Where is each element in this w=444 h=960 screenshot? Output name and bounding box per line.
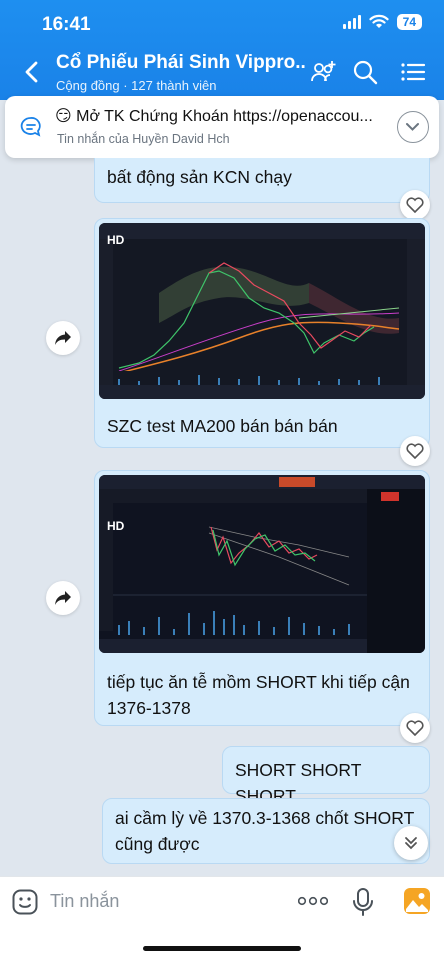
heart-icon (406, 197, 424, 213)
message-text: bất động sản KCN chạy (107, 167, 292, 187)
status-time: 16:41 (42, 14, 91, 35)
message-bubble[interactable]: bất động sản KCN chạy (94, 158, 430, 203)
microphone-icon[interactable] (352, 887, 374, 917)
gallery-image-icon[interactable] (403, 887, 431, 915)
chart-screenshot-image[interactable]: HD (99, 475, 425, 653)
search-icon[interactable] (351, 58, 379, 86)
vn30-chart-graphic (99, 475, 425, 653)
expand-pinned-button[interactable] (397, 111, 429, 143)
wifi-icon (369, 14, 389, 28)
image-message-bubble[interactable]: HD SZC test MA200 bán bán bán (94, 218, 430, 448)
heart-icon (406, 720, 424, 736)
chat-title[interactable]: Cổ Phiếu Phái Sinh Vippro... (56, 52, 306, 73)
image-caption: SZC test MA200 bán bán bán (107, 416, 338, 436)
image-message-bubble[interactable]: HD tiếp tục ăn tễ mồm SHORT khi tiếp cận… (94, 470, 430, 726)
sticker-icon[interactable] (12, 889, 38, 915)
forward-button[interactable] (46, 581, 80, 615)
message-bubble[interactable]: ai cầm lỳ về 1370.3-1368 chốt SHORT cũng… (102, 798, 430, 864)
add-member-icon[interactable] (310, 58, 338, 86)
status-icons: 74 (342, 14, 422, 30)
chevron-down-icon (406, 123, 419, 131)
heart-icon (406, 443, 424, 459)
double-chevron-down-icon (405, 837, 417, 850)
message-input[interactable]: Tin nhắn (50, 891, 120, 911)
react-button[interactable] (400, 190, 430, 220)
share-arrow-icon (55, 591, 71, 605)
cellular-signal-icon (342, 15, 361, 29)
chat-header: 16:41 74 Cổ Phiếu Phái Sinh Vippro... Cộ… (0, 0, 444, 100)
message-bubble[interactable]: SHORT SHORT SHORT (222, 746, 430, 806)
back-arrow-icon[interactable] (18, 58, 46, 86)
scroll-to-bottom-button[interactable] (394, 826, 428, 860)
hd-label: HD (107, 519, 125, 533)
menu-list-icon[interactable] (399, 58, 427, 86)
hd-label: HD (107, 233, 125, 247)
battery-indicator: 74 (396, 14, 422, 30)
nav-bar: Cổ Phiếu Phái Sinh Vippro... Cộng đồng ·… (0, 48, 444, 100)
pinned-message-bar[interactable]: 😏 Mở TK Chứng Khoán https://openaccou...… (5, 96, 439, 158)
share-arrow-icon (55, 331, 71, 345)
pinned-message-sender: Tin nhắn của Huyền David Hch (57, 132, 230, 146)
message-text: ai cầm lỳ về 1370.3-1368 chốt SHORT cũng… (115, 808, 414, 854)
image-caption: tiếp tục ăn tễ mồm SHORT khi tiếp cận 13… (107, 672, 410, 718)
chart-screenshot-image[interactable]: HD (99, 223, 425, 399)
react-button[interactable] (400, 436, 430, 466)
status-bar: 16:41 74 (0, 0, 444, 48)
forward-button[interactable] (46, 321, 80, 355)
chat-bubble-icon (20, 117, 41, 137)
react-button[interactable] (400, 713, 430, 743)
chat-subtitle: Cộng đồng · 127 thành viên (56, 78, 217, 93)
home-indicator (143, 946, 301, 951)
szc-chart-graphic (99, 223, 425, 399)
more-options-icon[interactable] (298, 895, 328, 907)
pinned-message-text: 😏 Mở TK Chứng Khoán https://openaccou... (55, 108, 373, 125)
